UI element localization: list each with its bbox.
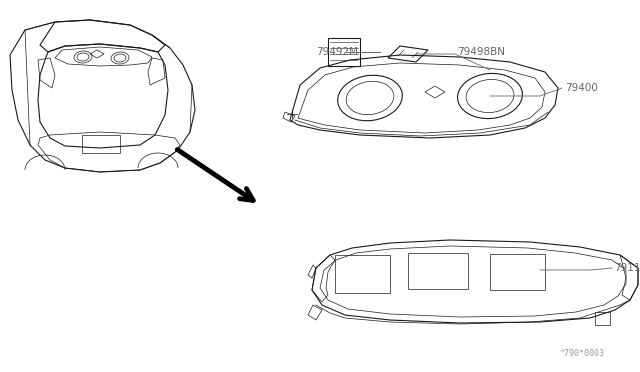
Text: 79110: 79110	[614, 263, 640, 273]
Text: ^790*0003: ^790*0003	[560, 349, 605, 358]
Text: 79498BN: 79498BN	[457, 47, 505, 57]
Text: 79400: 79400	[565, 83, 598, 93]
Bar	[328, 38, 360, 66]
Bar	[82, 135, 120, 153]
Text: 79492M: 79492M	[316, 47, 358, 57]
